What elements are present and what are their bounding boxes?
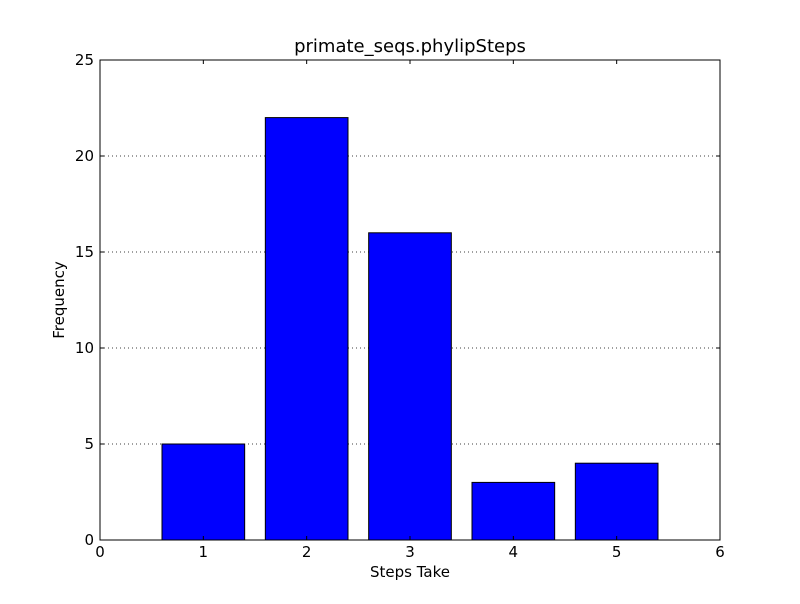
y-axis-title: Frequency [50,261,68,339]
x-tick-label-1: 1 [199,543,209,561]
x-tick-label-3: 3 [405,543,415,561]
y-tick-label-15: 15 [75,243,94,261]
bar-3 [368,232,452,541]
x-tick-label-6: 6 [715,543,725,561]
x-axis-title: Steps Take [370,563,450,581]
y-tick-label-0: 0 [84,531,94,549]
y-tick-label-10: 10 [75,339,94,357]
y-tick-label-20: 20 [75,147,94,165]
bar-1 [161,443,246,541]
x-tick-label-0: 0 [95,543,105,561]
x-tick-label-2: 2 [302,543,312,561]
x-tick-label-4: 4 [509,543,519,561]
bar-5 [574,462,659,541]
ticks: 0 1 2 3 4 5 6 0 5 10 15 20 25 [75,51,725,561]
bar-4 [471,481,556,541]
x-tick-label-5: 5 [612,543,622,561]
y-tick-label-5: 5 [84,435,94,453]
bars [161,117,659,541]
bar-2 [264,117,349,541]
y-tick-label-25: 25 [75,51,94,69]
chart-title: primate_seqs.phylipSteps [294,36,526,57]
gridlines [100,155,720,445]
